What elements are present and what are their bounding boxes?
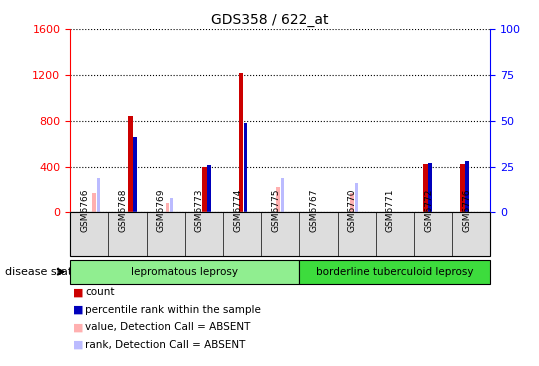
Text: value, Detection Call = ABSENT: value, Detection Call = ABSENT (85, 322, 251, 332)
Text: GSM6769: GSM6769 (157, 189, 165, 232)
Bar (460, 164, 465, 212)
Bar (165, 203, 169, 212)
Bar (202, 167, 206, 212)
Bar (465, 161, 469, 212)
Bar (423, 164, 428, 212)
Bar (239, 73, 244, 212)
Bar (276, 187, 280, 212)
Text: ■: ■ (73, 322, 83, 332)
Text: borderline tuberculoid leprosy: borderline tuberculoid leprosy (316, 267, 474, 277)
Text: GSM6767: GSM6767 (309, 189, 319, 232)
Bar (244, 123, 247, 212)
Bar (128, 116, 133, 212)
Bar (428, 163, 432, 212)
Text: GSM6773: GSM6773 (195, 189, 204, 232)
Bar (92, 193, 95, 212)
Bar (133, 137, 137, 212)
Text: disease state: disease state (5, 267, 80, 277)
Text: GSM6766: GSM6766 (80, 189, 89, 232)
Text: GSM6776: GSM6776 (462, 189, 472, 232)
Bar (96, 178, 100, 212)
Bar (355, 183, 358, 212)
Text: GDS358 / 622_at: GDS358 / 622_at (211, 13, 328, 27)
Bar (350, 193, 354, 212)
Bar (207, 165, 211, 212)
Text: ■: ■ (73, 287, 83, 297)
Text: GSM6775: GSM6775 (271, 189, 280, 232)
Text: ■: ■ (73, 340, 83, 350)
Text: count: count (85, 287, 115, 297)
Text: ■: ■ (73, 305, 83, 315)
Text: rank, Detection Call = ABSENT: rank, Detection Call = ABSENT (85, 340, 246, 350)
Text: GSM6772: GSM6772 (424, 189, 433, 232)
Bar (281, 178, 284, 212)
Text: GSM6771: GSM6771 (386, 189, 395, 232)
Text: GSM6770: GSM6770 (348, 189, 357, 232)
Text: percentile rank within the sample: percentile rank within the sample (85, 305, 261, 315)
Bar (170, 198, 174, 212)
Text: lepromatous leprosy: lepromatous leprosy (131, 267, 238, 277)
Text: GSM6774: GSM6774 (233, 189, 242, 232)
Text: GSM6768: GSM6768 (119, 189, 127, 232)
